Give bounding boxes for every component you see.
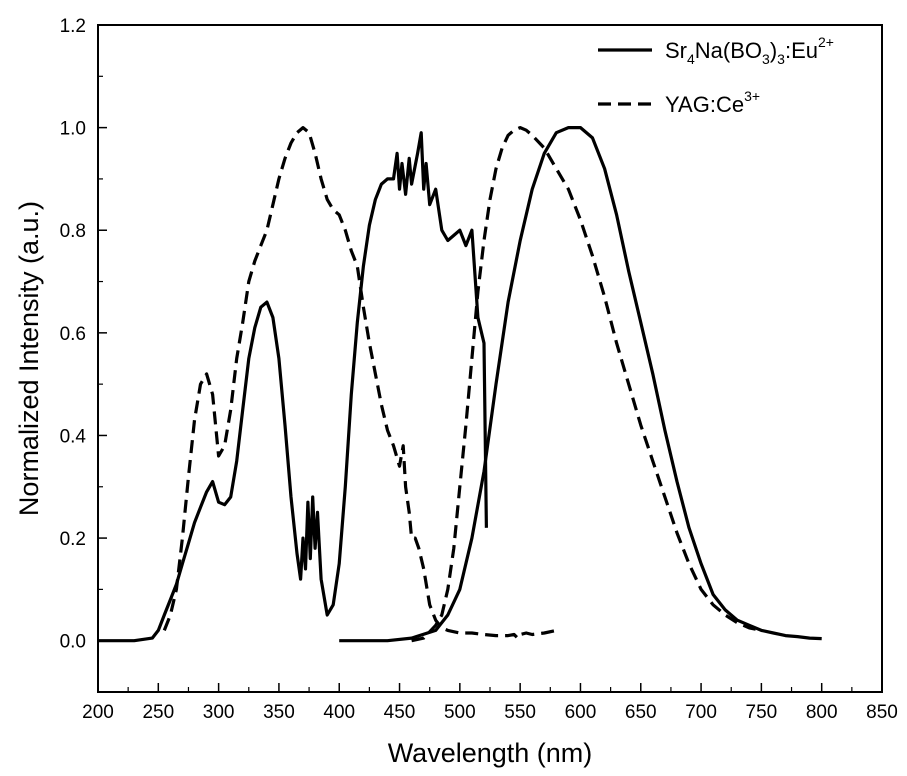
legend-sr4na-sub-2: 3 <box>762 51 770 67</box>
x-tick-label: 650 <box>625 702 657 723</box>
x-tick-label: 750 <box>746 702 778 723</box>
legend-sr4na-sub-1: 4 <box>687 51 695 67</box>
legend-yag-sup: 3+ <box>744 88 760 104</box>
legend-label-sr4na: Sr4Na(BO3)3:Eu2+ <box>665 34 834 67</box>
x-tick-label: 250 <box>142 702 174 723</box>
tick-marks <box>97 24 883 693</box>
y-tick-label: 0.6 <box>60 324 86 345</box>
x-tick-label: 550 <box>504 702 536 723</box>
tick-labels: 200 250 300 350 400 450 500 550 600 650 700 750 800 8… <box>60 16 898 723</box>
plot-frame <box>97 24 883 693</box>
legend-label-yag: YAG:Ce3+ <box>665 88 760 117</box>
x-tick-label: 700 <box>685 702 717 723</box>
x-tick-label: 200 <box>82 702 114 723</box>
legend-yag-part-a: YAG:Ce <box>665 92 744 117</box>
legend-sr4na-part-b: Na(BO <box>695 38 762 63</box>
series-1-emission-line <box>411 126 762 643</box>
y-tick-label: 0.4 <box>60 426 87 447</box>
y-tick-label: 0.2 <box>60 529 86 550</box>
legend-sr4na-part-d: :Eu <box>785 38 818 63</box>
y-tick-label: 0.0 <box>60 632 86 653</box>
y-tick-label: 1.2 <box>60 16 86 37</box>
x-tick-label: 850 <box>866 702 898 723</box>
y-tick-label: 1.0 <box>60 119 86 140</box>
y-axis-title: Normalized Intensity (a.u.) <box>14 201 44 516</box>
x-tick-label: 400 <box>323 702 355 723</box>
series-1-excitation-line <box>162 126 557 640</box>
x-tick-label: 500 <box>444 702 476 723</box>
x-tick-label: 800 <box>806 702 838 723</box>
y-tick-label: 0.8 <box>60 221 86 242</box>
x-tick-label: 600 <box>565 702 597 723</box>
legend-sr4na-part-a: Sr <box>665 38 687 63</box>
legend-sr4na-part-c: ) <box>770 38 777 63</box>
x-tick-label: 300 <box>203 702 235 723</box>
series-0-excitation-line <box>98 131 488 643</box>
x-axis-title: Wavelength (nm) <box>388 738 593 768</box>
x-tick-label: 450 <box>384 702 416 723</box>
legend-sr4na-sup: 2+ <box>818 34 834 50</box>
series-layer <box>98 126 822 643</box>
x-tick-label: 350 <box>263 702 295 723</box>
legend: Sr4Na(BO3)3:Eu2+ YAG:Ce3+ <box>598 34 834 117</box>
series-0-emission-line <box>339 126 822 643</box>
legend-sr4na-sub-3: 3 <box>777 51 785 67</box>
